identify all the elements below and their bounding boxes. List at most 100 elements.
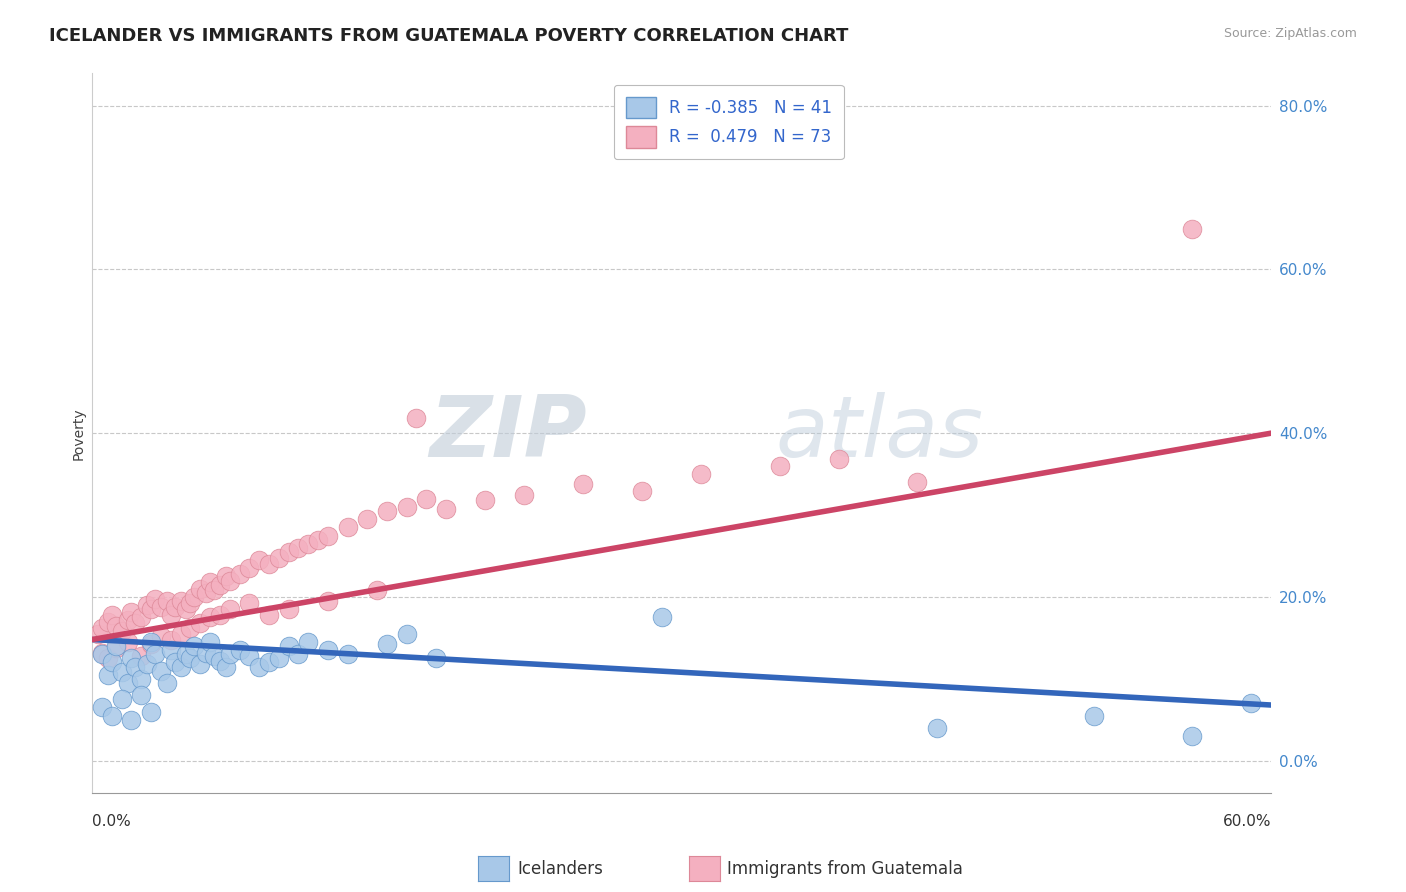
Point [202,583,225,598]
Legend: R = -0.385   N = 41, R =  0.479   N = 73: R = -0.385 N = 41, R = 0.479 N = 73 [614,85,844,160]
Point [136,598,159,612]
Point [316,643,339,657]
Point [188,616,211,631]
Point [1181,221,1204,235]
Point [257,558,280,572]
Point [139,705,162,719]
Point [215,659,238,673]
Point [159,632,181,647]
Point [375,504,398,518]
Point [238,597,260,611]
Point [179,621,201,635]
Point [111,665,134,680]
Point [129,688,152,702]
Point [179,597,201,611]
Point [218,602,240,616]
Text: Source: ZipAtlas.com: Source: ZipAtlas.com [1223,27,1357,40]
Point [159,607,181,622]
Point [97,651,120,665]
Point [198,635,221,649]
Point [183,639,205,653]
Point [97,615,120,629]
Text: atlas: atlas [776,392,984,475]
Point [1083,708,1105,723]
Point [104,639,127,653]
Point [356,512,378,526]
Point [395,627,418,641]
Text: ICELANDER VS IMMIGRANTS FROM GUATEMALA POVERTY CORRELATION CHART: ICELANDER VS IMMIGRANTS FROM GUATEMALA P… [49,27,849,45]
Point [277,639,299,653]
Point [91,646,114,660]
Text: ZIP: ZIP [430,392,588,475]
Point [159,643,181,657]
Point [195,586,218,600]
Point [277,545,299,559]
Point [139,635,162,649]
Point [163,656,186,670]
Point [169,659,191,673]
Point [195,646,218,660]
Point [149,664,172,678]
Text: Icelanders: Icelanders [517,860,603,878]
Point [267,651,290,665]
Point [297,537,319,551]
Point [218,647,240,661]
Point [129,672,152,686]
Point [572,477,595,491]
Point [307,533,329,547]
Point [208,607,231,622]
Point [905,475,928,490]
Point [101,708,124,723]
Point [139,637,162,651]
Point [143,647,166,661]
Point [366,583,388,598]
Point [651,610,673,624]
Point [169,594,191,608]
Point [111,692,134,706]
Point [238,561,260,575]
Point [129,648,152,663]
Point [124,659,146,673]
Point [87,627,110,641]
Point [97,667,120,681]
Point [104,640,127,655]
Point [247,553,270,567]
Point [183,590,205,604]
Point [208,577,231,591]
Point [375,637,398,651]
Point [513,487,536,501]
Point [405,411,427,425]
Point [169,627,191,641]
Point [136,657,159,671]
Point [156,676,179,690]
Point [267,550,290,565]
Point [101,656,124,670]
Point [257,656,280,670]
Point [238,648,260,663]
Point [188,657,211,671]
Point [104,618,127,632]
Point [149,629,172,643]
Point [218,574,240,588]
Point [101,607,124,622]
Point [129,610,152,624]
Point [257,607,280,622]
Point [425,651,447,665]
Text: 0.0%: 0.0% [93,814,131,829]
Point [198,610,221,624]
Point [91,647,114,661]
Point [228,567,250,582]
Point [474,493,496,508]
Point [156,594,179,608]
Point [336,520,359,534]
Point [769,458,792,473]
Point [111,624,134,639]
Point [202,648,225,663]
Point [1240,697,1263,711]
Point [198,575,221,590]
Point [925,721,948,735]
Point [117,613,139,627]
Point [121,713,143,727]
Text: Immigrants from Guatemala: Immigrants from Guatemala [727,860,963,878]
Point [208,654,231,668]
